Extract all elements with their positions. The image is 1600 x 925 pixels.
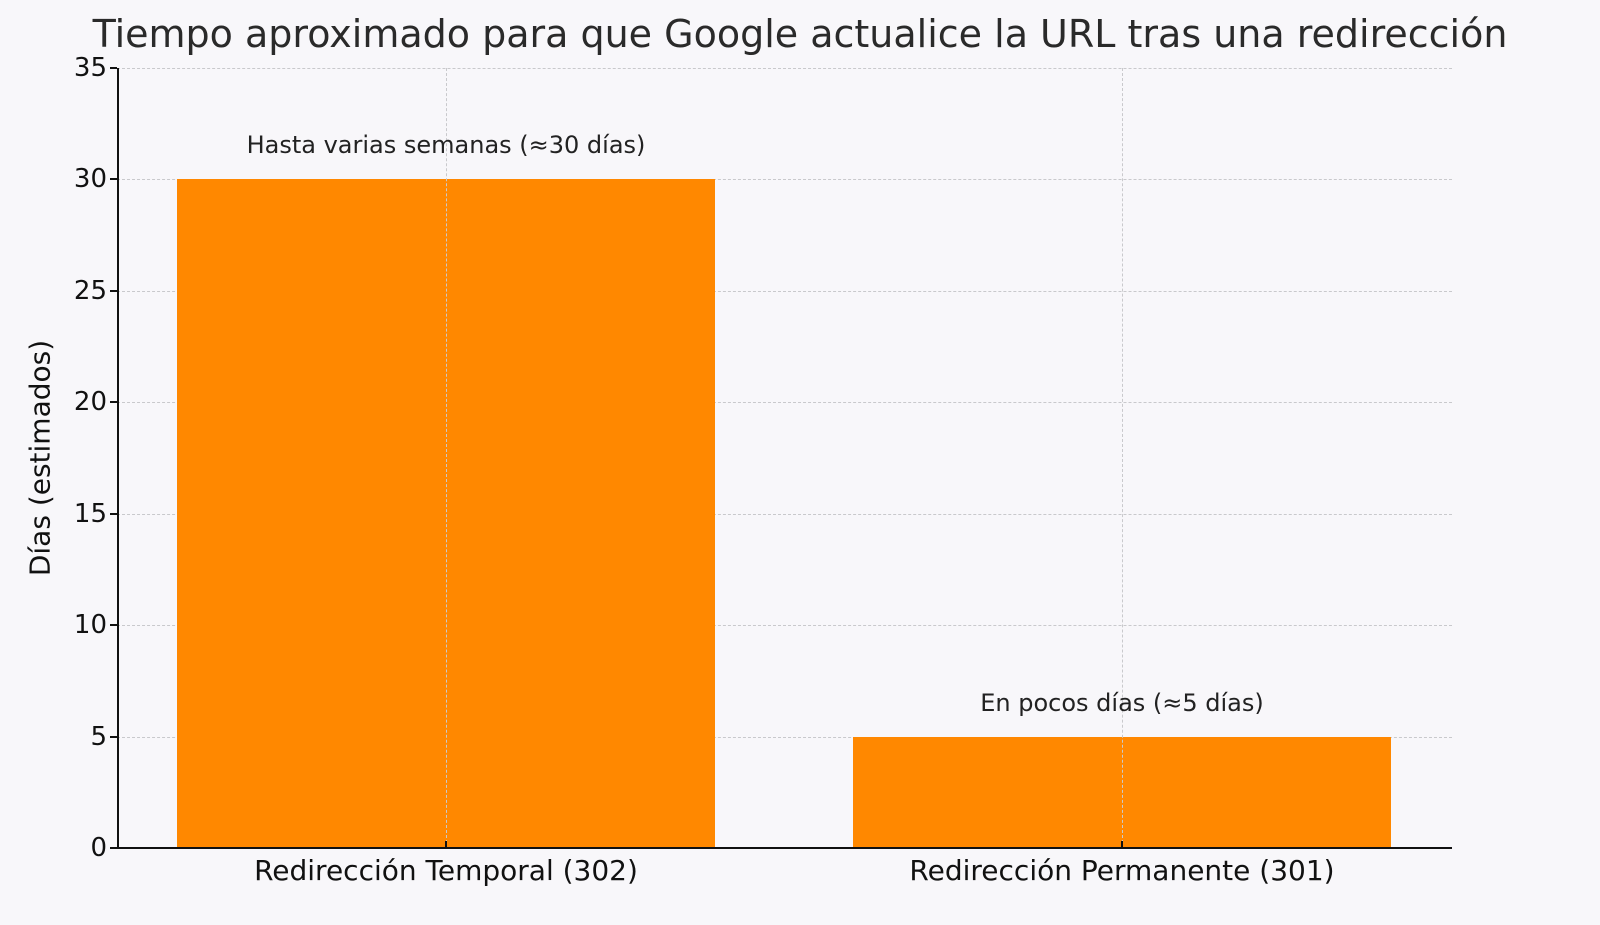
y-tick-label: 35 [73,53,107,83]
gridline-vertical [446,68,447,848]
x-axis-line [117,847,1452,849]
bar-annotation: En pocos días (≈5 días) [980,688,1264,717]
y-tick-mark [110,289,117,292]
gridline-vertical [1122,68,1123,848]
gridline-horizontal [117,736,1452,738]
gridline-horizontal [117,513,1452,515]
gridline-horizontal [117,290,1452,292]
y-tick-label: 10 [73,610,107,641]
y-axis-line [117,68,119,848]
gridline-horizontal [117,68,1452,69]
x-tick-label: Redirección Temporal (302) [254,854,638,887]
chart-title: Tiempo aproximado para que Google actual… [92,12,1508,56]
y-tick-label: 20 [73,387,107,418]
y-tick-mark [110,67,117,69]
gridline-horizontal [117,625,1452,627]
gridline-horizontal [117,179,1452,181]
gridline-horizontal [117,402,1452,404]
y-tick-label: 0 [90,833,107,863]
y-tick-label: 25 [73,275,107,306]
x-tick-label: Redirección Permanente (301) [909,854,1335,887]
y-tick-mark [110,401,117,404]
y-tick-mark [110,847,117,849]
x-tick-mark [445,841,447,849]
bar-annotation: Hasta varias semanas (≈30 días) [246,131,646,160]
y-tick-mark [110,512,117,515]
y-tick-mark [110,735,117,738]
y-axis-label: Días (estimados) [23,339,57,577]
y-tick-label: 15 [73,498,107,529]
y-tick-label: 30 [73,164,107,195]
y-tick-label: 5 [90,721,107,752]
y-tick-mark [110,178,117,181]
x-tick-mark [1121,841,1123,849]
plot-area: 0 5 10 15 20 25 30 35 Redirección Temporal (302)… [74,53,1452,887]
y-tick-mark [110,624,117,627]
